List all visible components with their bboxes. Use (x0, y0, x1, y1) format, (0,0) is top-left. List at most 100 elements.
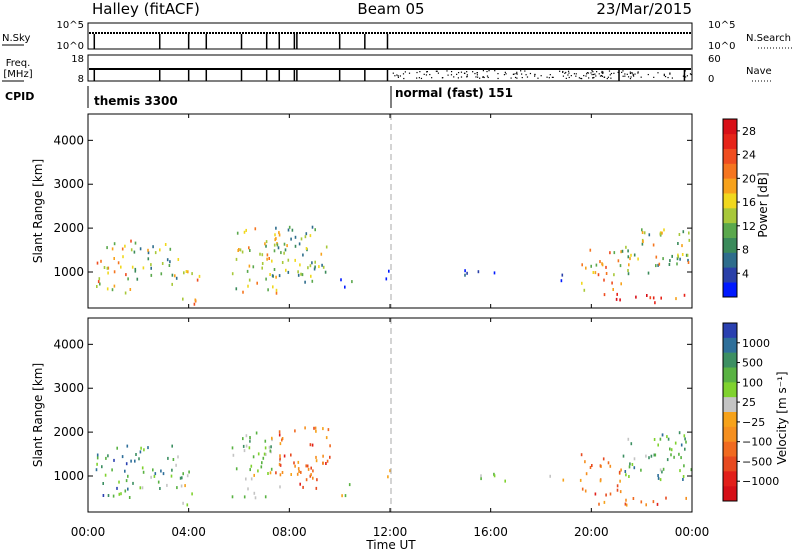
scatter-cell (684, 437, 686, 441)
scatter-cell (299, 482, 301, 486)
nsky-sounding-marks (93, 34, 389, 49)
scatter-cell (113, 458, 115, 462)
nave-point (431, 77, 433, 79)
scatter-cell (630, 442, 633, 446)
nsky-left-tick-top: 10^5 (57, 20, 84, 31)
colorbar-segment (723, 323, 737, 339)
scatter-cell (613, 273, 615, 277)
scatter-cell (249, 436, 251, 439)
nave-point (526, 76, 529, 78)
nave-point (592, 73, 595, 76)
scatter-cell (645, 503, 647, 507)
nave-point (396, 74, 398, 76)
scatter-cell (637, 257, 639, 261)
nave-point (456, 73, 458, 75)
scatter-cell (242, 437, 244, 441)
nave-point (516, 71, 518, 73)
freq-label-line1: Freq. (6, 58, 31, 69)
scatter-cell (659, 232, 662, 236)
nave-point (534, 73, 536, 76)
scatter-cell (176, 486, 178, 490)
scatter-cell (267, 472, 269, 475)
nave-point (631, 72, 633, 74)
scatter-cell (253, 473, 255, 477)
scatter-cell (281, 261, 284, 264)
scatter-cell (116, 446, 118, 450)
colorbar-tick-label: 100 (742, 376, 763, 389)
nave-point (610, 72, 613, 75)
nave-point (397, 75, 399, 77)
nave-point (568, 72, 570, 74)
scatter-cell (329, 444, 331, 448)
nave-point (657, 72, 659, 74)
scatter-cell (629, 257, 631, 261)
scatter-cell (279, 463, 282, 467)
nave-point (565, 71, 567, 74)
scatter-cell (139, 247, 142, 251)
scatter-cell (249, 439, 251, 443)
scatter-cell (611, 281, 613, 285)
scatter-cell (265, 244, 267, 248)
scatter-cell (589, 466, 592, 469)
scatter-cell (594, 271, 597, 275)
scatter-cell (135, 453, 137, 456)
scatter-cell (493, 474, 496, 478)
scatter-cell (657, 474, 659, 477)
scatter-cell (269, 273, 271, 276)
scatter-cell (265, 240, 268, 244)
scatter-cell (278, 274, 281, 278)
scatter-cell (310, 473, 312, 477)
beam-title: Beam 05 (357, 0, 424, 18)
nave-point (599, 75, 602, 77)
scatter-cell (591, 464, 593, 467)
scatter-cell (654, 301, 656, 305)
colorbar-segment (723, 208, 737, 224)
scatter-cell (125, 273, 127, 277)
scatter-cell (294, 258, 296, 262)
scatter-cell (583, 288, 586, 292)
colorbar-segment (723, 133, 737, 149)
colorbar-segment (723, 337, 737, 353)
nave-point (632, 73, 634, 76)
scatter-cell (266, 257, 268, 261)
nsky-frame (87, 22, 693, 50)
scatter-cell (139, 486, 142, 490)
nave-point (510, 77, 512, 79)
scatter-cell (243, 495, 246, 499)
nave-point (588, 77, 590, 79)
scatter-cell (340, 278, 342, 282)
freq-panel: Freq. [MHz] 18 8 60 0 Nave (2, 54, 772, 85)
nave-scatter (392, 70, 692, 80)
scatter-cell (96, 285, 98, 288)
scatter-cell (127, 487, 129, 491)
scatter-cell (688, 238, 691, 242)
scatter-cell (661, 433, 664, 437)
scatter-cell (164, 243, 167, 246)
scatter-cell (140, 446, 142, 450)
scatter-cell (616, 484, 619, 488)
scatter-cell (309, 234, 312, 238)
scatter-cell (687, 258, 689, 262)
scatter-cell (265, 452, 267, 456)
scatter-cell (291, 228, 294, 232)
scatter-cell (678, 431, 681, 435)
nave-point (600, 75, 603, 77)
scatter-cell (628, 475, 630, 478)
scatter-cell (613, 251, 616, 255)
scatter-cell (175, 276, 178, 280)
scatter-cell (385, 277, 388, 281)
nave-point (515, 73, 517, 75)
scatter-cell (281, 438, 283, 442)
scatter-cell (580, 453, 583, 457)
scatter-cell (239, 248, 242, 252)
scatter-cell (585, 266, 587, 270)
scatter-cell (315, 429, 317, 433)
scatter-cell (170, 474, 173, 478)
scatter-cell (627, 249, 629, 253)
nave-point (503, 74, 506, 76)
scatter-cell (294, 244, 297, 248)
scatter-cell (599, 464, 602, 468)
scatter-cell (111, 288, 114, 292)
scatter-cell (625, 498, 627, 502)
colorbar-tick-label: −25 (742, 416, 765, 429)
